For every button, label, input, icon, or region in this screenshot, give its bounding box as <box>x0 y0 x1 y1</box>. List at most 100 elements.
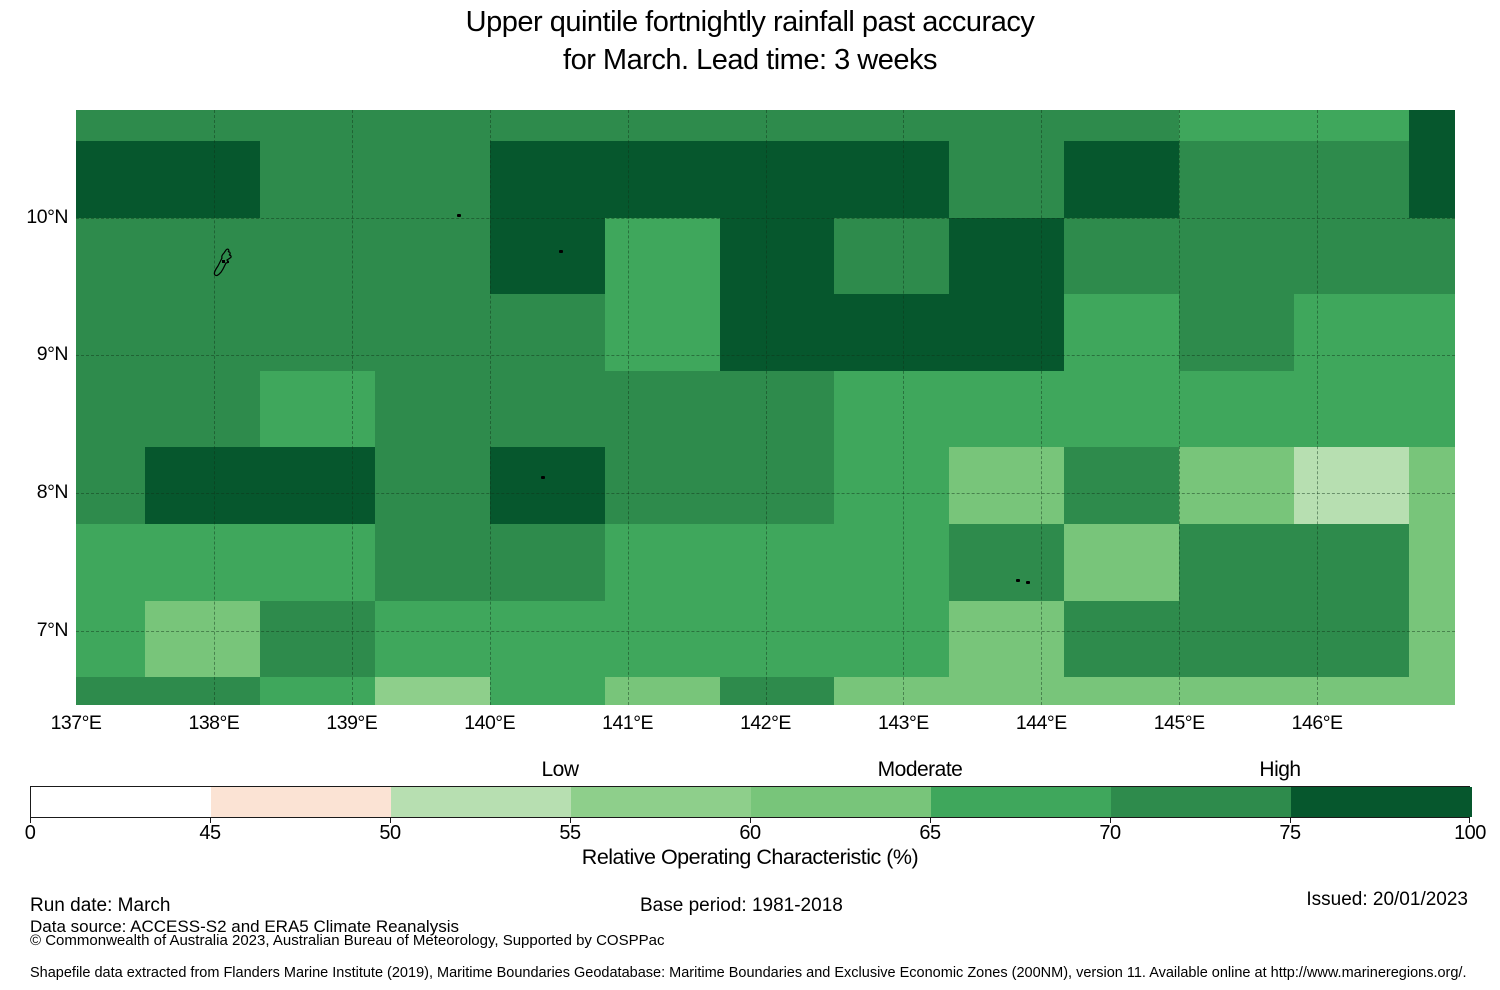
map-cell <box>144 141 261 219</box>
map-cell <box>374 294 491 372</box>
colorbar-class-label: Low <box>541 758 579 781</box>
longitude-gridline <box>1041 110 1043 705</box>
longitude-gridline <box>1179 110 1181 705</box>
x-tick-label: 144°E <box>1015 712 1067 734</box>
map-cell <box>76 447 146 525</box>
page-title-line1: Upper quintile fortnightly rainfall past… <box>465 6 1035 38</box>
map-cell <box>374 523 491 602</box>
map-cell <box>259 523 376 602</box>
map-cell <box>374 370 491 448</box>
map-cell <box>1294 110 1410 142</box>
fais-island-icon <box>559 249 564 253</box>
colorbar-tick-label: 75 <box>1279 822 1301 844</box>
map-cell <box>259 217 376 295</box>
map-cell <box>1409 600 1456 678</box>
longitude-gridline <box>489 110 491 705</box>
map-cell <box>1064 677 1180 706</box>
map-cell <box>259 294 376 372</box>
map-cell <box>374 141 491 219</box>
map-cell <box>1179 523 1295 602</box>
colorbar-class-label: Moderate <box>877 758 963 781</box>
latitude-gridline <box>76 631 1455 633</box>
map-cell <box>76 294 146 372</box>
longitude-gridline <box>903 110 905 705</box>
colorbar-tick-mark <box>930 818 931 823</box>
colorbar-tick-mark <box>570 818 571 823</box>
map-cell <box>259 141 376 219</box>
data-source-text: Data source: ACCESS-S2 and ERA5 Climate … <box>30 917 459 936</box>
colorbar-tick-mark <box>30 818 31 823</box>
map-cell <box>1294 217 1410 295</box>
latitude-gridline <box>76 493 1455 495</box>
map-cell <box>719 370 835 448</box>
map-cell <box>259 110 376 142</box>
x-tick-label: 138°E <box>188 712 240 734</box>
copyright-text: © Commonwealth of Australia 2023, Austra… <box>30 932 665 949</box>
colorbar-tick-label: 0 <box>24 822 36 844</box>
map-cell <box>1179 294 1295 372</box>
map-cell <box>1409 141 1456 219</box>
issued-date-text: Issued: 20/01/2023 <box>1306 889 1468 910</box>
run-date-text: Run date: March <box>30 895 171 916</box>
map-cell <box>489 294 606 372</box>
map-cell <box>604 370 721 448</box>
map-cell <box>1179 677 1295 706</box>
map-cell <box>144 217 261 295</box>
map-cell <box>1179 370 1295 448</box>
map-cell <box>1064 217 1180 295</box>
map-cell <box>144 370 261 448</box>
latitude-gridline <box>76 355 1455 357</box>
map-cell <box>834 677 950 706</box>
map-cell <box>834 447 950 525</box>
map-cell <box>144 523 261 602</box>
map-cell <box>1179 217 1295 295</box>
map-cell <box>834 600 950 678</box>
map-cell <box>949 110 1065 142</box>
map-cell <box>489 370 606 448</box>
colorbar-segment <box>1111 787 1292 817</box>
woleai-island-icon <box>1015 579 1020 583</box>
longitude-gridline <box>765 110 767 705</box>
map-cell <box>604 600 721 678</box>
map-cell <box>489 677 606 706</box>
x-tick-label: 140°E <box>464 712 516 734</box>
map-cell <box>144 677 261 706</box>
y-tick-label: 7°N <box>36 619 69 642</box>
map-cell <box>374 677 491 706</box>
map-cell <box>1064 447 1180 525</box>
map-cell <box>374 217 491 295</box>
map-cell <box>76 141 146 219</box>
map-cell <box>719 447 835 525</box>
map-cell <box>719 110 835 142</box>
map-cell <box>949 677 1065 706</box>
map-cell <box>489 217 606 295</box>
y-tick-label: 9°N <box>36 343 69 366</box>
x-tick-label: 146°E <box>1291 712 1343 734</box>
colorbar-axis-label: Relative Operating Characteristic (%) <box>581 845 919 869</box>
map-cell <box>489 447 606 525</box>
map-cell <box>76 523 146 602</box>
sorol-island-icon <box>541 475 546 479</box>
map-cell <box>834 370 950 448</box>
colorbar-tick-label: 50 <box>379 822 401 844</box>
map-cell <box>949 294 1065 372</box>
map-cell <box>604 110 721 142</box>
longitude-gridline <box>351 110 353 705</box>
map-cell <box>144 447 261 525</box>
map-cell <box>604 141 721 219</box>
map-cell <box>604 217 721 295</box>
x-tick-label: 141°E <box>602 712 654 734</box>
map-cell <box>1409 447 1456 525</box>
colorbar-tick-mark <box>1110 818 1111 823</box>
map-cell <box>1409 370 1456 448</box>
map-cell <box>834 523 950 602</box>
colorbar-tick-label: 55 <box>559 822 581 844</box>
map-cell <box>1409 294 1456 372</box>
map-cell <box>1064 600 1180 678</box>
shapefile-note-text: Shapefile data extracted from Flanders M… <box>30 965 1467 981</box>
map-cell <box>76 217 146 295</box>
x-tick-label: 143°E <box>877 712 929 734</box>
map-cell <box>76 110 146 142</box>
yap-island-outline-icon <box>210 247 238 292</box>
map-cell <box>1179 141 1295 219</box>
